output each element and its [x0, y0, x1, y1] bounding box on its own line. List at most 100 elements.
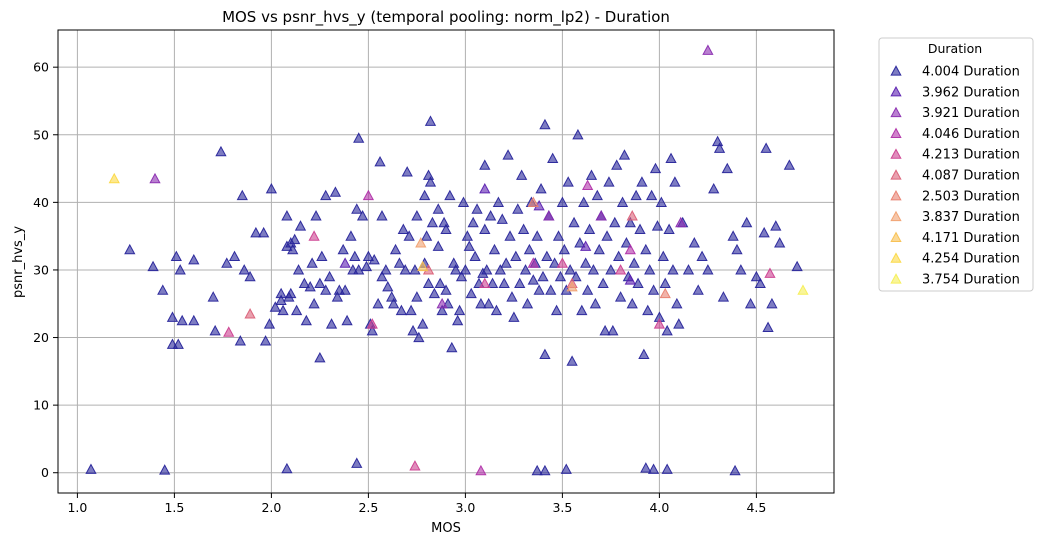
data-point — [292, 264, 305, 275]
data-point — [401, 166, 413, 177]
data-point — [500, 257, 512, 268]
legend-title: Duration — [928, 41, 982, 56]
data-point — [624, 274, 636, 285]
data-point — [176, 314, 188, 326]
data-point — [531, 464, 543, 476]
data-point — [285, 287, 297, 299]
data-point — [566, 280, 578, 292]
legend-label: 4.254 Duration — [922, 252, 1020, 267]
legend-label: 4.087 Duration — [922, 169, 1020, 184]
legend-marker — [890, 127, 902, 138]
data-point — [188, 314, 200, 326]
data-point — [651, 220, 664, 231]
series-10 — [797, 284, 809, 295]
data-point — [471, 203, 483, 214]
data-point — [539, 118, 551, 130]
chart-title: MOS vs psnr_hvs_y (temporal pooling: nor… — [222, 8, 670, 27]
data-point — [634, 223, 646, 234]
legend-label: 2.503 Duration — [922, 189, 1020, 204]
data-point — [308, 297, 320, 309]
legend-label: 3.754 Duration — [922, 273, 1020, 288]
data-point — [762, 321, 774, 332]
data-point — [366, 318, 378, 329]
data-point — [750, 270, 763, 282]
data-point — [562, 176, 574, 187]
legend-marker — [890, 210, 902, 222]
data-point — [556, 257, 569, 268]
data-point — [436, 304, 448, 316]
data-point — [547, 152, 559, 164]
legend-item: 3.921 Duration — [890, 106, 1020, 121]
data-point — [541, 250, 553, 262]
data-point — [649, 162, 662, 174]
data-point — [760, 142, 772, 153]
data-point — [446, 341, 458, 353]
data-point — [696, 250, 708, 262]
data-point — [603, 176, 615, 187]
data-point — [605, 264, 617, 275]
data-point — [436, 297, 448, 309]
series-0 — [85, 115, 803, 476]
legend-marker — [890, 65, 902, 76]
data-point — [108, 172, 120, 184]
data-point — [636, 176, 648, 187]
data-point — [341, 314, 353, 326]
data-point — [329, 186, 342, 197]
data-point — [463, 240, 475, 251]
data-point — [316, 250, 328, 262]
data-point — [413, 331, 425, 343]
data-point — [452, 314, 464, 326]
data-point — [613, 250, 625, 262]
data-point — [314, 351, 326, 363]
legend: Duration 4.004 Duration 3.962 Duration 3.9… — [878, 37, 1034, 292]
data-point — [514, 277, 526, 289]
x-tick-label: 1.0 — [67, 500, 87, 515]
data-point — [475, 464, 487, 476]
data-point — [479, 277, 491, 289]
data-point — [360, 260, 373, 272]
series-9 — [108, 172, 120, 184]
y-tick-label: 10 — [33, 398, 49, 413]
data-point — [508, 311, 520, 322]
x-tick-label: 1.5 — [164, 500, 184, 515]
data-point — [448, 257, 460, 268]
data-point — [479, 223, 491, 234]
data-point — [566, 355, 578, 366]
data-point — [483, 297, 495, 309]
data-point — [797, 284, 809, 295]
data-point — [626, 210, 638, 221]
data-points — [85, 44, 809, 476]
data-point — [432, 240, 444, 251]
data-point — [444, 189, 456, 201]
data-point — [207, 291, 219, 302]
legend-label: 4.004 Duration — [922, 65, 1020, 80]
data-point — [589, 297, 602, 309]
data-point — [628, 257, 640, 268]
x-axis-ticks: 1.0 1.5 2.0 2.5 3.0 3.5 4.0 4.5 — [67, 493, 766, 515]
data-point — [581, 179, 594, 191]
data-point — [644, 264, 656, 275]
data-point — [661, 463, 673, 474]
data-point — [277, 304, 289, 316]
data-point — [735, 264, 747, 275]
data-point — [527, 274, 539, 285]
data-point — [174, 264, 186, 275]
series-6 — [527, 196, 671, 299]
data-point — [626, 297, 638, 309]
legend-item: 3.962 Duration — [890, 85, 1020, 100]
legend-item: 4.171 Duration — [890, 231, 1020, 246]
data-point — [159, 464, 171, 475]
data-point — [545, 284, 557, 295]
data-point — [481, 264, 493, 275]
data-point — [424, 115, 437, 126]
legend-label: 3.962 Duration — [922, 85, 1020, 100]
data-point — [486, 277, 499, 289]
data-point — [380, 264, 392, 275]
data-point — [585, 169, 598, 180]
data-point — [323, 270, 336, 282]
data-point — [717, 291, 730, 302]
data-point — [376, 270, 388, 282]
data-point — [601, 230, 613, 241]
data-point — [157, 284, 169, 295]
data-point — [170, 250, 182, 262]
